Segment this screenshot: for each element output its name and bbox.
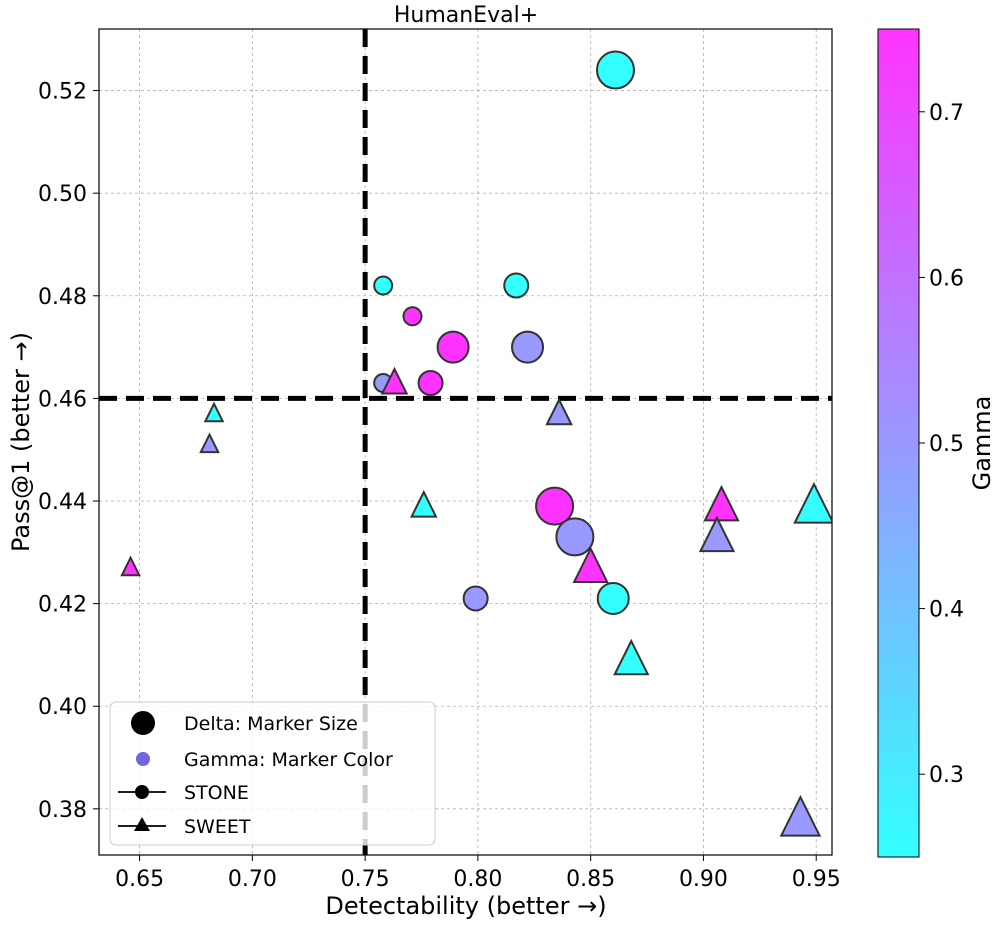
stone-point-8 (535, 486, 575, 526)
sweet-point-7 (793, 481, 832, 524)
legend-entry-stone: STONE (184, 782, 249, 804)
stone-point-2 (503, 272, 530, 299)
sweet-point-1 (199, 432, 220, 454)
x-axis-label: Detectability (better →) (325, 892, 606, 920)
sweet-point-0 (203, 401, 225, 423)
colorbar (877, 28, 920, 858)
y-tick-label: 0.44 (38, 490, 87, 515)
legend-entry-delta: Delta: Marker Size (184, 713, 358, 735)
sweet-point-11 (779, 794, 822, 837)
x-tick-label: 0.85 (566, 867, 615, 892)
y-tick-label: 0.42 (38, 593, 87, 618)
sweet-point-10 (613, 638, 650, 676)
data-points (120, 50, 832, 837)
stone-point-4 (436, 330, 470, 364)
colorbar-tick-label: 0.4 (929, 598, 964, 623)
colorbar-tick-label: 0.6 (929, 266, 964, 291)
sweet-point-4 (545, 397, 573, 426)
sweet-point-6 (703, 484, 740, 522)
y-tick-label: 0.40 (38, 695, 87, 720)
y-axis-label: Pass@1 (better →) (7, 332, 35, 552)
y-tick-label: 0.50 (38, 182, 87, 207)
y-tick-label: 0.38 (38, 798, 87, 823)
colorbar-ticks: 0.3 0.4 0.5 0.6 0.7 (919, 101, 964, 788)
legend-sweet-marker (134, 817, 150, 831)
y-tick-label: 0.52 (38, 80, 87, 105)
x-tick-label: 0.95 (792, 867, 841, 892)
stone-point-11 (596, 581, 630, 615)
colorbar-tick-label: 0.3 (929, 763, 964, 788)
sweet-point-9 (572, 546, 609, 583)
stone-point-1 (373, 275, 394, 296)
y-tick-label: 0.46 (38, 387, 87, 412)
legend-color-marker (136, 752, 150, 766)
colorbar-tick-label: 0.7 (929, 101, 964, 126)
legend-entry-sweet: SWEET (184, 816, 251, 838)
stone-point-5 (511, 330, 545, 364)
legend-size-marker (131, 711, 155, 735)
plot-frame (98, 28, 833, 856)
x-tick-label: 0.80 (453, 867, 502, 892)
x-tick-label: 0.70 (228, 867, 277, 892)
stone-point-3 (402, 306, 423, 327)
colorbar-label: Gamma (968, 396, 996, 491)
stone-point-9 (555, 517, 595, 557)
colorbar-tick-label: 0.5 (929, 432, 964, 457)
x-tick-label: 0.90 (679, 867, 728, 892)
legend-box (109, 701, 436, 846)
sweet-point-5 (409, 489, 438, 518)
sweet-point-8 (698, 515, 736, 553)
stone-point-0 (595, 50, 635, 90)
legend-stone-marker (135, 785, 149, 799)
sweet-point-3 (380, 366, 409, 395)
legend: Delta: Marker Size Gamma: Marker Color S… (109, 701, 436, 846)
sweet-point-2 (120, 555, 141, 577)
x-ticks: 0.65 0.70 0.75 0.80 0.85 0.90 0.95 (115, 855, 841, 892)
stone-point-10 (462, 585, 489, 612)
y-ticks: 0.38 0.40 0.42 0.44 0.46 0.48 0.50 0.52 (38, 80, 99, 823)
x-tick-label: 0.65 (115, 867, 164, 892)
stone-point-7 (417, 370, 444, 396)
x-tick-label: 0.75 (341, 867, 390, 892)
chart-title: HumanEval+ (394, 3, 538, 28)
legend-entry-gamma: Gamma: Marker Color (184, 749, 393, 771)
y-tick-label: 0.48 (38, 285, 87, 310)
